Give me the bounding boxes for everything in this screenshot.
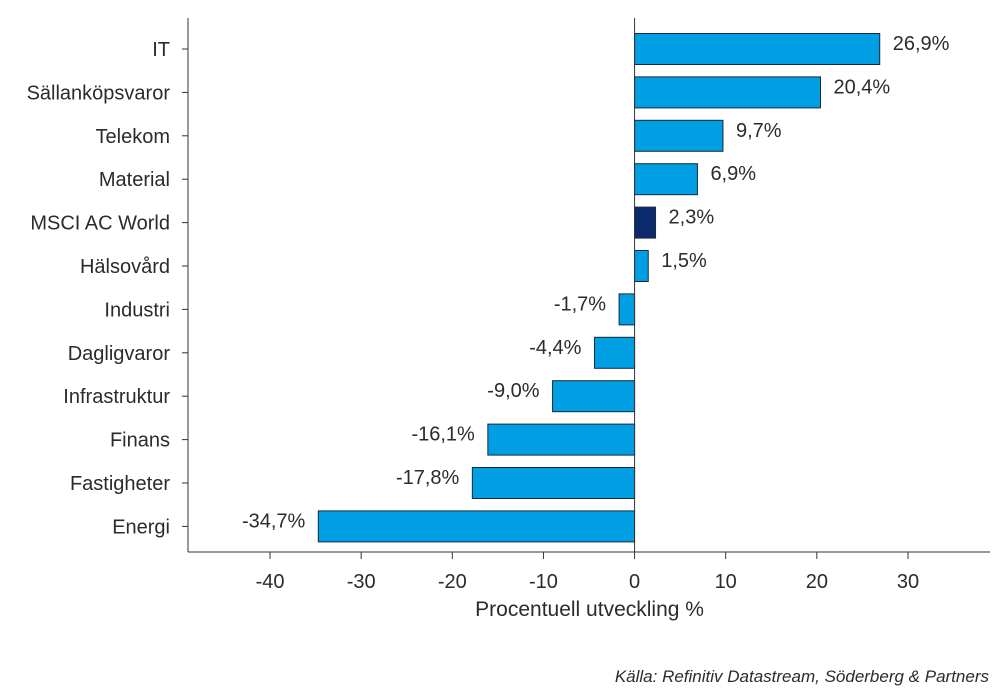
- bar-telekom: [634, 119, 724, 152]
- value-labels: 26,9%20,4% 9,7% 6,9% 2,3% 1,5% -1,7% -4,4% -9,0…: [242, 33, 950, 532]
- axes-group: [182, 18, 990, 553]
- x-tick-label: 30: [897, 571, 919, 593]
- bars-group: [317, 33, 881, 543]
- bar-sallankopsvaror: [634, 76, 821, 109]
- category-label-industri: Industri: [104, 299, 170, 321]
- x-tick-label: -30: [347, 571, 376, 593]
- category-label-dagligvaror: Dagligvaror: [68, 343, 171, 365]
- bar-fastigheter: [471, 467, 636, 499]
- value-label-it: 26,9%: [893, 33, 950, 55]
- value-label-telekom: 9,7%: [736, 120, 782, 142]
- source-note: Källa: Refinitiv Datastream, Söderberg &…: [614, 667, 989, 686]
- value-label-sallankopsvaror: 20,4%: [833, 76, 890, 98]
- value-label-halsovard: 1,5%: [661, 250, 707, 272]
- value-label-msci-ac-world: 2,3%: [669, 207, 715, 229]
- value-label-material: 6,9%: [710, 163, 756, 185]
- bar-infrastruktur: [552, 380, 636, 413]
- category-label-halsovard: Hälsovård: [80, 256, 170, 278]
- x-tick-label: -10: [529, 571, 558, 593]
- x-axis-title: Procentuell utveckling %: [475, 598, 704, 621]
- category-label-infrastruktur: Infrastruktur: [63, 386, 170, 408]
- bar-industri: [618, 293, 636, 326]
- category-label-telekom: Telekom: [96, 126, 170, 148]
- x-axis-ticks: -40 -30 -20 -10 0 10 20 30: [256, 552, 919, 593]
- bar-halsovard: [634, 250, 649, 282]
- value-label-infrastruktur: -9,0%: [487, 380, 539, 402]
- x-tick-label: -40: [256, 571, 285, 593]
- bar-finans: [487, 423, 636, 456]
- category-label-energi: Energi: [112, 516, 170, 538]
- category-labels: IT Sällanköpsvaror Telekom Material MSCI AC …: [27, 39, 171, 538]
- bar-material: [634, 163, 698, 196]
- category-label-finans: Finans: [110, 430, 170, 452]
- category-label-it: IT: [152, 39, 170, 61]
- category-label-msci-ac-world: MSCI AC World: [30, 213, 170, 235]
- value-label-fastigheter: -17,8%: [396, 467, 460, 489]
- x-tick-label: 0: [629, 571, 640, 593]
- bar-dagligvaror: [593, 336, 636, 369]
- bar-msci-ac-world: [634, 206, 657, 239]
- category-label-fastigheter: Fastigheter: [70, 473, 170, 495]
- value-label-energi: -34,7%: [242, 510, 306, 532]
- value-label-industri: -1,7%: [554, 293, 606, 315]
- value-label-dagligvaror: -4,4%: [529, 337, 581, 359]
- x-tick-label: -20: [438, 571, 467, 593]
- x-tick-label: 20: [806, 571, 828, 593]
- bar-it: [634, 33, 881, 65]
- bar-energi: [317, 510, 636, 543]
- category-label-material: Material: [99, 169, 170, 191]
- category-label-sallankopsvaror: Sällanköpsvaror: [27, 82, 171, 104]
- x-tick-label: 10: [715, 571, 737, 593]
- value-label-finans: -16,1%: [411, 424, 475, 446]
